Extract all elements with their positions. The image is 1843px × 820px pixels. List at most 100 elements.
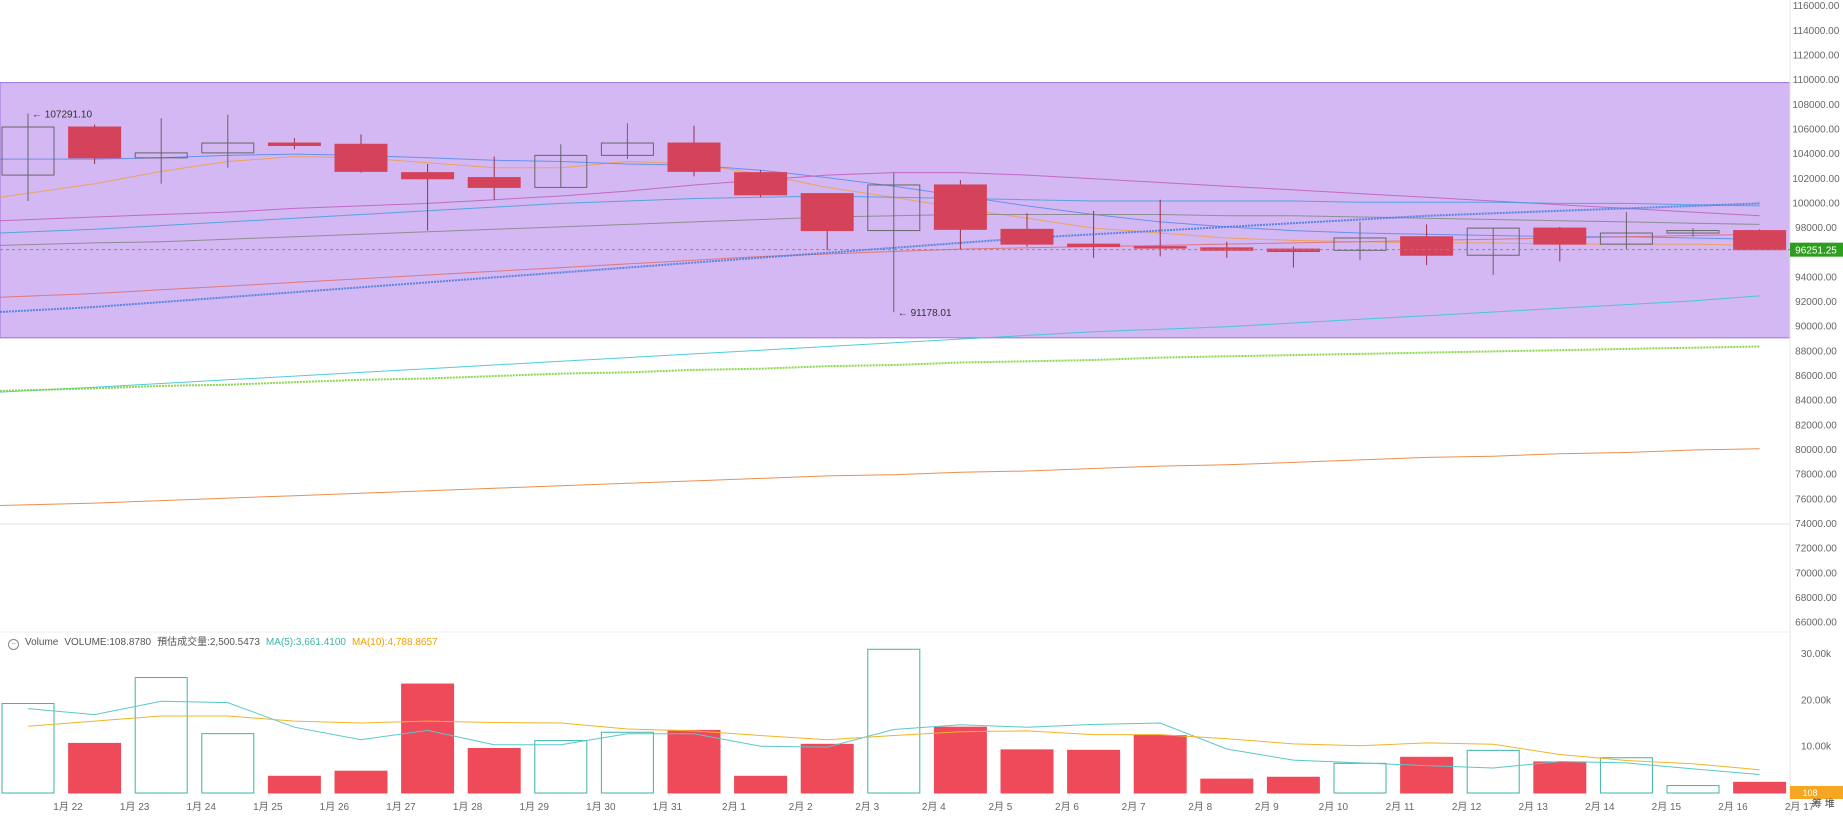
volume-bars	[1, 648, 1787, 794]
candle-3	[134, 118, 188, 184]
candle-16	[1000, 213, 1054, 247]
price-tick-74000: 74000.00	[1795, 519, 1837, 530]
volume-bar-22	[1400, 756, 1454, 794]
date-label-2: 1月 23	[120, 801, 150, 813]
date-label-22: 2月 12	[1452, 801, 1482, 813]
volume-bar-14	[867, 648, 921, 794]
candle-15	[933, 180, 987, 250]
price-tick-68000: 68000.00	[1795, 593, 1837, 604]
date-label-27: 2月 17	[1785, 801, 1815, 813]
price-range-band	[0, 82, 1791, 525]
volume-bar-10	[600, 731, 654, 794]
date-label-14: 2月 4	[922, 801, 946, 813]
candle-2	[68, 124, 122, 164]
candle-21	[1333, 221, 1387, 261]
price-tick-98000: 98000.00	[1795, 223, 1837, 234]
date-label-8: 1月 29	[519, 801, 549, 813]
candle-23	[1466, 227, 1520, 275]
high-label: ← 107291.10	[32, 110, 92, 121]
date-label-10: 1月 31	[653, 801, 683, 813]
volume-ma10: MA(10):4,788.8657	[351, 637, 438, 648]
candle-body	[68, 126, 122, 159]
volume-bar-7	[401, 683, 455, 794]
candle-body	[1466, 227, 1520, 256]
price-tick-92000: 92000.00	[1795, 297, 1837, 308]
price-tick-116000: 116000.00	[1793, 1, 1840, 12]
candle-14	[867, 172, 921, 313]
date-label-1: 1月 22	[53, 801, 83, 813]
candle-1	[1, 113, 55, 201]
price-tick-110000: 110000.00	[1793, 75, 1840, 86]
indicator-line-7	[0, 202, 1760, 313]
candle-11	[667, 125, 721, 177]
price-tick-72000: 72000.00	[1795, 544, 1837, 555]
candle-25	[1599, 212, 1653, 250]
candle-body	[933, 184, 987, 230]
volume-bar-4	[201, 733, 255, 794]
volume-ma5-line	[27, 700, 1760, 775]
volume-last-label: 108	[1802, 788, 1817, 798]
price-tick-80000: 80000.00	[1795, 445, 1837, 456]
corner-label[interactable]: 筹 堆	[1812, 799, 1835, 810]
volume-bar-12	[734, 775, 788, 794]
candle-body	[1599, 232, 1653, 245]
price-annotations: ← 107291.10 ← 91178.01	[0, 110, 1790, 319]
volume-tick-20000: 20.00k	[1801, 695, 1832, 706]
candle-13	[800, 193, 854, 251]
price-tick-82000: 82000.00	[1795, 420, 1837, 431]
candle-body	[600, 142, 654, 156]
candle-body	[800, 193, 854, 232]
price-tick-78000: 78000.00	[1795, 470, 1837, 481]
candle-body	[1733, 230, 1787, 251]
date-axis: 1月 22 1月 23 1月 24 1月 25 1月 26 1月 27 1月 28 1月 29…	[53, 801, 1815, 813]
shaded-band	[0, 82, 1791, 339]
candle-body	[401, 172, 455, 180]
collapse-icon[interactable]: −	[8, 639, 19, 650]
last-price-label: 96251.25	[1795, 246, 1837, 257]
date-label-15: 2月 5	[988, 801, 1012, 813]
date-label-26: 2月 16	[1718, 801, 1748, 813]
price-tick-66000: 66000.00	[1795, 618, 1837, 629]
candle-27	[1733, 229, 1787, 251]
candle-4	[201, 114, 255, 168]
volume-bar-21	[1333, 762, 1387, 794]
date-label-16: 2月 6	[1055, 801, 1079, 813]
volume-bar-6	[334, 770, 388, 794]
candle-body	[1067, 243, 1121, 248]
price-tick-94000: 94000.00	[1795, 272, 1837, 283]
volume-bar-11	[667, 729, 721, 794]
candle-8	[467, 156, 521, 200]
price-tick-102000: 102000.00	[1792, 174, 1840, 185]
price-axis: 66000.00 68000.00 70000.00 72000.00 74000.00…	[1790, 1, 1843, 629]
candle-body	[334, 143, 388, 172]
volume-bar-23	[1466, 749, 1520, 794]
date-label-17: 2月 7	[1122, 801, 1146, 813]
candle-9	[534, 144, 588, 188]
date-label-23: 2月 13	[1518, 801, 1548, 813]
volume-bar-5	[267, 775, 321, 794]
price-tick-70000: 70000.00	[1795, 568, 1837, 579]
price-grid	[0, 0, 1791, 815]
volume-value: VOLUME:108.8780	[64, 637, 152, 648]
indicator-line-9	[0, 345, 1760, 392]
date-label-24: 2月 14	[1585, 801, 1615, 813]
volume-ma-lines	[27, 700, 1760, 775]
price-tick-90000: 90000.00	[1795, 322, 1837, 333]
price-tick-106000: 106000.00	[1792, 124, 1840, 135]
price-tick-84000: 84000.00	[1795, 396, 1837, 407]
volume-bar-16	[1000, 749, 1054, 794]
date-label-21: 2月 11	[1386, 801, 1415, 813]
volume-title: Volume	[25, 637, 59, 648]
volume-tick-30000: 30.00k	[1801, 649, 1832, 660]
price-tick-76000: 76000.00	[1795, 494, 1837, 505]
candle-body	[1533, 227, 1587, 245]
candle-body	[1666, 230, 1720, 234]
candle-24	[1533, 226, 1587, 262]
low-label: ← 91178.01	[898, 308, 952, 319]
candle-body	[201, 142, 255, 154]
candle-10	[600, 123, 654, 160]
candle-12	[734, 170, 788, 198]
candle-body	[867, 184, 921, 232]
candle-body	[1, 126, 55, 176]
